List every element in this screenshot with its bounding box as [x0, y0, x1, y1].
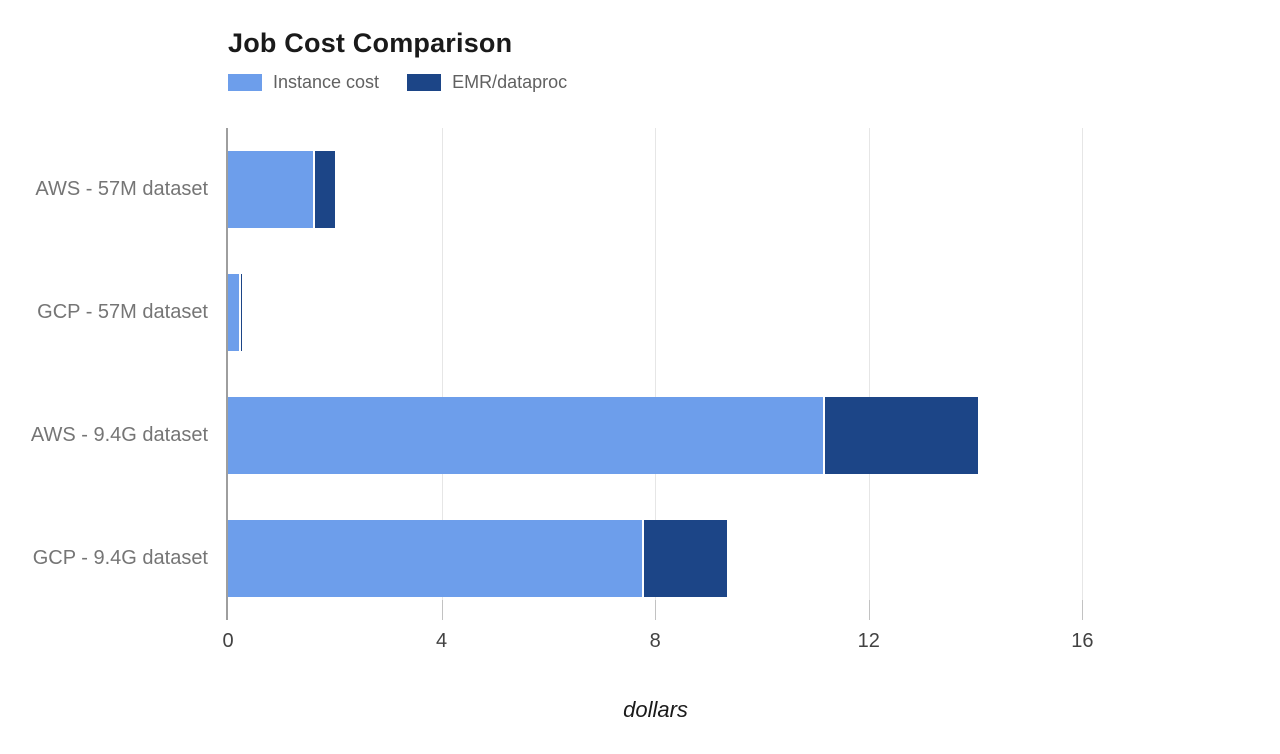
- bar-aws-57m-dataset: [228, 151, 335, 228]
- x-axis-title: dollars: [623, 697, 688, 722]
- legend-label: Instance cost: [273, 72, 380, 92]
- bar-segment-emr-dataproc: [313, 151, 335, 228]
- x-tick-label-16: 16: [1071, 630, 1094, 652]
- x-tick-label-12: 12: [857, 630, 880, 652]
- y-axis-baseline: [226, 128, 228, 620]
- legend-item-instance-cost: Instance cost: [228, 72, 379, 93]
- bar-segment-emr-dataproc: [239, 274, 242, 351]
- bar-aws-9-4g-dataset: [228, 397, 979, 474]
- bar-segment-instance-cost: [228, 274, 240, 351]
- x-tick-label-8: 8: [649, 630, 661, 652]
- legend-swatch-emr-dataproc: [407, 74, 442, 91]
- gridline-8: [655, 128, 657, 600]
- tick-mark-8: [655, 600, 657, 620]
- x-tick-label-0: 0: [222, 630, 234, 652]
- bar-segment-emr-dataproc: [641, 520, 728, 597]
- bar-segment-emr-dataproc: [823, 397, 979, 474]
- gridline-12: [868, 128, 870, 600]
- bar-segment-instance-cost: [228, 151, 314, 228]
- tick-mark-16: [1082, 600, 1084, 620]
- legend: Instance cost EMR/dataproc: [228, 72, 567, 93]
- legend-label: EMR/dataproc: [452, 72, 568, 92]
- gridline-4: [441, 128, 443, 600]
- category-label-gcp-57m-dataset: GCP - 57M dataset: [37, 301, 208, 323]
- legend-item-emr-dataproc: EMR/dataproc: [407, 72, 567, 93]
- bar-gcp-9-4g-dataset: [228, 520, 728, 597]
- bar-gcp-57m-dataset: [228, 274, 242, 351]
- category-label-aws-9-4g-dataset: AWS - 9.4G dataset: [30, 424, 208, 446]
- x-tick-label-4: 4: [436, 630, 448, 652]
- tick-mark-12: [868, 600, 870, 620]
- category-label-aws-57m-dataset: AWS - 57M dataset: [35, 178, 208, 200]
- gridline-16: [1082, 128, 1084, 600]
- plot-area: [228, 128, 1189, 620]
- tick-mark-4: [441, 600, 443, 620]
- category-label-gcp-9-4g-dataset: GCP - 9.4G dataset: [32, 547, 208, 569]
- chart-title: Job Cost Comparison: [228, 28, 513, 58]
- bar-segment-instance-cost: [228, 397, 824, 474]
- legend-swatch-instance-cost: [228, 74, 262, 91]
- bar-segment-instance-cost: [228, 520, 642, 597]
